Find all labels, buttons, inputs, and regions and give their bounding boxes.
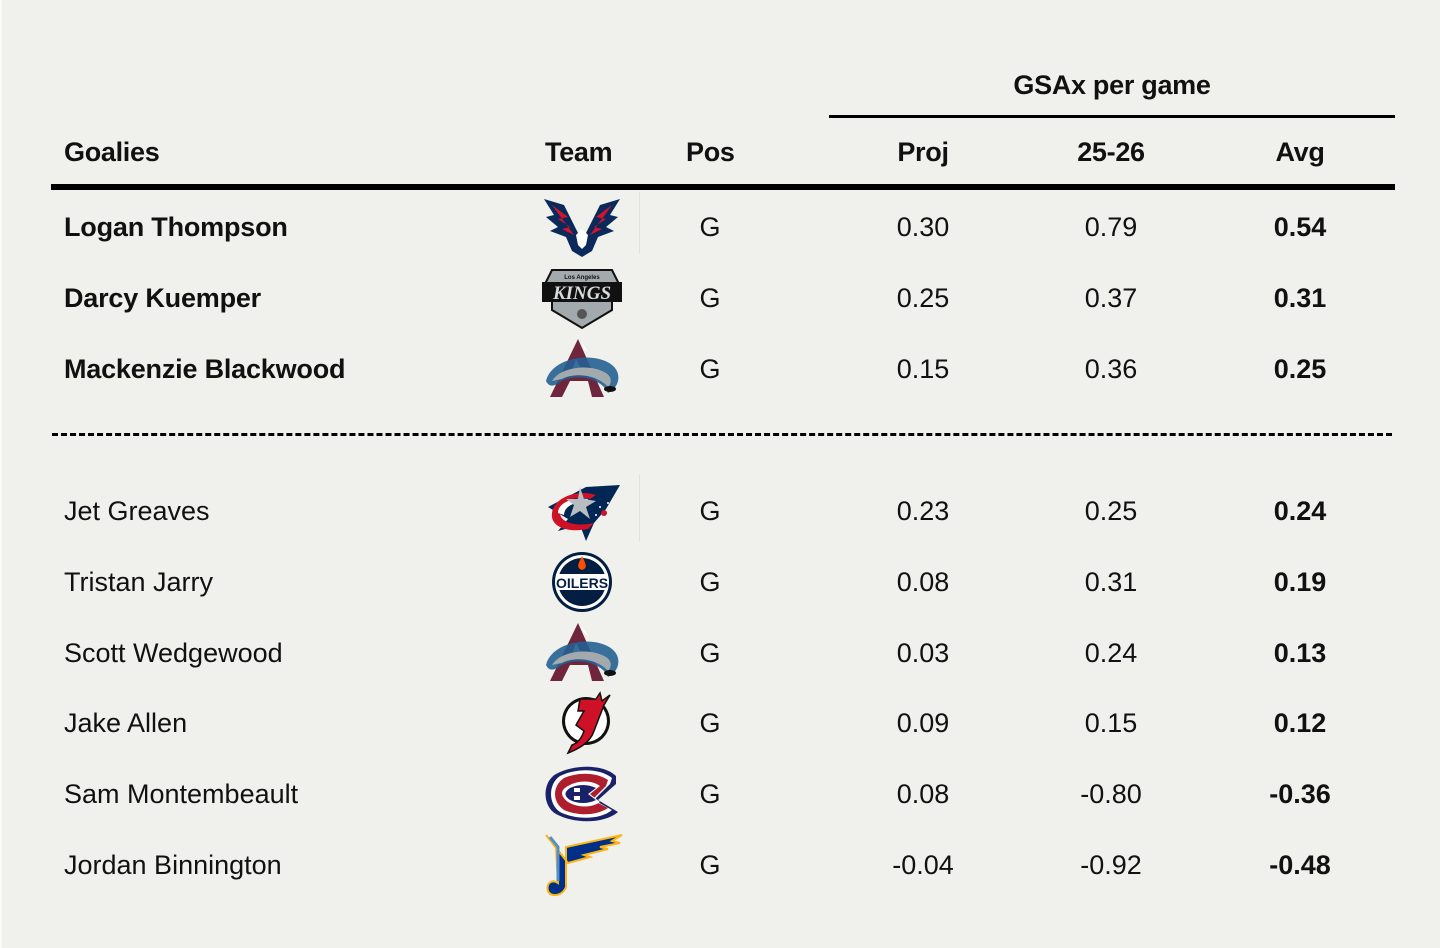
- oilers-logo-icon: OILERS: [536, 547, 628, 617]
- header-rule: [51, 184, 1395, 190]
- avg-value: -0.36: [1269, 778, 1331, 809]
- goalie-name: Logan Thompson: [64, 211, 288, 242]
- divider: [639, 192, 640, 254]
- kings-logo-icon: Los Angeles KINGS: [536, 263, 628, 333]
- table-row: Jake Allen G 0.09 0.15 0.12: [2, 688, 1440, 758]
- avg-value: 0.54: [1273, 211, 1327, 242]
- position: G: [699, 495, 721, 526]
- season-value: 0.24: [1084, 637, 1138, 668]
- devils-logo-icon: [536, 688, 628, 758]
- table-row: Darcy Kuemper Los Angeles KINGS G 0.25 0…: [2, 263, 1440, 333]
- proj-value: 0.08: [896, 566, 950, 597]
- group-header-gsax: GSAx per game: [1013, 70, 1211, 100]
- avg-value: -0.48: [1269, 849, 1331, 880]
- proj-value: 0.25: [896, 282, 950, 313]
- avg-value: 0.13: [1273, 637, 1327, 668]
- season-value: 0.15: [1084, 707, 1138, 738]
- divider: [639, 474, 640, 542]
- goalie-name: Mackenzie Blackwood: [64, 353, 346, 384]
- season-value: 0.37: [1084, 282, 1138, 313]
- goalie-name: Tristan Jarry: [64, 566, 214, 597]
- goalie-name: Jet Greaves: [64, 495, 210, 526]
- avalanche-logo-icon: [536, 334, 628, 404]
- proj-value: 0.30: [896, 211, 950, 242]
- table-row: Jordan Binnington G -0.04 -0.92 -0.48: [2, 830, 1440, 900]
- column-header-season: 25-26: [1077, 137, 1145, 167]
- goalie-name: Scott Wedgewood: [64, 637, 283, 668]
- proj-value: 0.03: [896, 637, 950, 668]
- season-value: 0.79: [1084, 211, 1138, 242]
- column-header-team: Team: [545, 137, 613, 167]
- season-value: 0.25: [1084, 495, 1138, 526]
- table-row: Jet Greaves G 0.23 0.25 0.24: [2, 476, 1440, 546]
- table-row: Sam Montembeault G 0.08 -0.80 -0.36: [2, 759, 1440, 829]
- season-value: -0.80: [1080, 778, 1142, 809]
- capitals-logo-icon: [536, 192, 628, 262]
- position: G: [699, 707, 721, 738]
- goalie-name: Darcy Kuemper: [64, 282, 261, 313]
- canadiens-logo-icon: [536, 759, 628, 829]
- blues-logo-icon: [536, 830, 628, 900]
- table-row: Logan Thompson G 0.30 0.79 0.54: [2, 192, 1440, 262]
- position: G: [699, 637, 721, 668]
- season-value: 0.31: [1084, 566, 1138, 597]
- season-value: 0.36: [1084, 353, 1138, 384]
- avg-value: 0.25: [1273, 353, 1327, 384]
- group-header-rule: [829, 115, 1395, 118]
- column-header-pos: Pos: [686, 137, 735, 167]
- avg-value: 0.12: [1273, 707, 1327, 738]
- proj-value: 0.15: [896, 353, 950, 384]
- column-header-proj: Proj: [897, 137, 949, 167]
- table-row: Scott Wedgewood G 0.03 0.24 0.13: [2, 618, 1440, 688]
- position: G: [699, 282, 721, 313]
- avg-value: 0.19: [1273, 566, 1327, 597]
- goalie-name: Jordan Binnington: [64, 849, 282, 880]
- season-value: -0.92: [1080, 849, 1142, 880]
- column-header-avg: Avg: [1275, 137, 1325, 167]
- position: G: [699, 353, 721, 384]
- proj-value: -0.04: [892, 849, 954, 880]
- goalie-name: Sam Montembeault: [64, 778, 299, 809]
- table-row: Tristan Jarry OILERS G 0.08 0.31 0.19: [2, 547, 1440, 617]
- position: G: [699, 778, 721, 809]
- proj-value: 0.23: [896, 495, 950, 526]
- avalanche-logo-icon: [536, 618, 628, 688]
- position: G: [699, 849, 721, 880]
- proj-value: 0.09: [896, 707, 950, 738]
- blue-jackets-logo-icon: [536, 476, 628, 546]
- position: G: [699, 211, 721, 242]
- kings-logo-top-text: Los Angeles: [564, 275, 600, 281]
- avg-value: 0.31: [1273, 282, 1327, 313]
- proj-value: 0.08: [896, 778, 950, 809]
- avg-value: 0.24: [1273, 495, 1327, 526]
- section-divider: [52, 433, 1392, 436]
- oilers-logo-text: OILERS: [556, 575, 608, 591]
- goalie-name: Jake Allen: [64, 707, 188, 738]
- position: G: [699, 566, 721, 597]
- column-header-goalies: Goalies: [64, 137, 160, 167]
- kings-logo-main-text: KINGS: [552, 283, 611, 304]
- table-row: Mackenzie Blackwood G 0.15 0.36 0.25: [2, 334, 1440, 404]
